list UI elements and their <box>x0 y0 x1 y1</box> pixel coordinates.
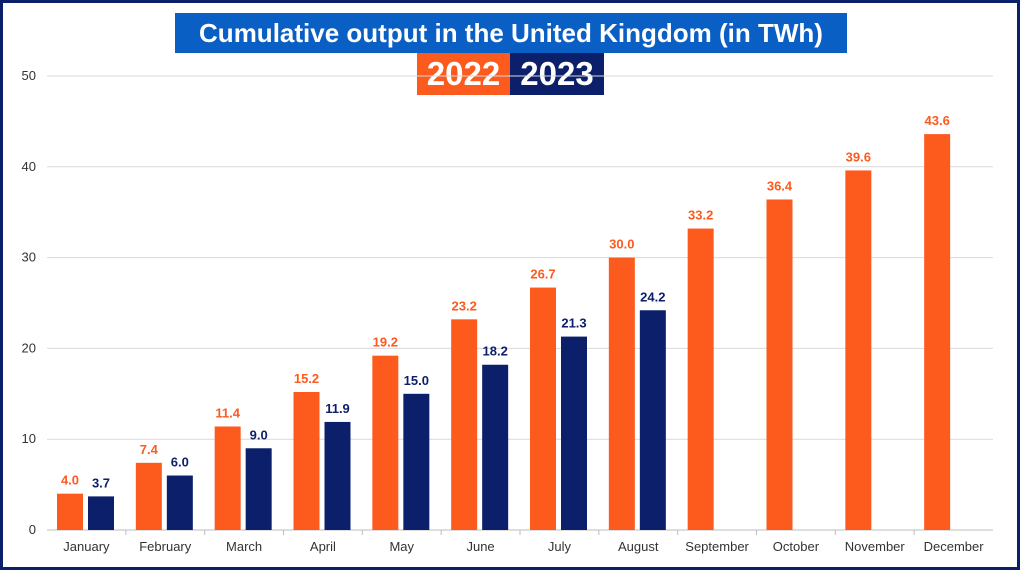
x-tick-label-february: February <box>139 539 192 554</box>
data-label-2022-june: 23.2 <box>452 298 477 313</box>
x-tick-label-august: August <box>618 539 659 554</box>
data-label-2022-february: 7.4 <box>140 442 159 457</box>
x-tick-label-november: November <box>845 539 906 554</box>
y-tick-label: 10 <box>22 431 36 446</box>
bar-2023-april <box>324 421 351 530</box>
y-tick-label: 20 <box>22 340 36 355</box>
data-label-2022-january: 4.0 <box>61 473 79 488</box>
x-tick-label-may: May <box>389 539 414 554</box>
bar-2022-october <box>766 199 793 530</box>
chart-title: Cumulative output in the United Kingdom … <box>175 13 847 53</box>
x-tick-label-december: December <box>924 539 985 554</box>
bar-2023-june <box>482 364 509 530</box>
data-label-2022-december: 43.6 <box>925 113 950 128</box>
bar-2022-january <box>57 493 83 530</box>
bar-2022-december <box>924 134 951 530</box>
bar-2022-may <box>372 355 399 530</box>
bar-2022-july <box>530 287 556 530</box>
data-label-2022-october: 36.4 <box>767 178 793 193</box>
bar-2023-july <box>561 336 587 530</box>
bar-2023-august <box>639 310 666 530</box>
data-label-2023-august: 24.2 <box>640 289 665 304</box>
legend-item-2022: 2022 <box>417 53 510 95</box>
data-label-2023-july: 21.3 <box>561 316 586 331</box>
data-label-2022-august: 30.0 <box>609 237 634 252</box>
x-tick-label-july: July <box>548 539 572 554</box>
bar-2023-march <box>245 448 272 530</box>
data-label-2022-september: 33.2 <box>688 208 713 223</box>
bar-2023-may <box>403 393 430 530</box>
data-label-2022-april: 15.2 <box>294 371 319 386</box>
data-label-2023-february: 6.0 <box>171 455 189 470</box>
data-label-2022-march: 11.4 <box>215 405 240 420</box>
x-tick-label-january: January <box>63 539 110 554</box>
y-tick-label: 50 <box>22 68 36 83</box>
y-tick-label: 40 <box>22 159 36 174</box>
bar-2022-november <box>845 170 872 530</box>
data-label-2023-march: 9.0 <box>250 427 268 442</box>
bar-2023-january <box>88 496 114 530</box>
bar-2022-april <box>293 391 320 530</box>
bar-2022-august <box>608 257 635 530</box>
x-tick-label-march: March <box>226 539 262 554</box>
data-label-2022-july: 26.7 <box>530 267 555 282</box>
x-tick-label-october: October <box>773 539 820 554</box>
legend-item-2023: 2023 <box>510 53 604 95</box>
bar-2022-june <box>451 319 478 530</box>
x-tick-label-april: April <box>310 539 336 554</box>
bar-2022-september <box>687 228 714 530</box>
bar-2023-february <box>166 475 193 530</box>
x-tick-label-june: June <box>466 539 494 554</box>
bar-2022-march <box>214 426 241 530</box>
data-label-2023-january: 3.7 <box>92 475 110 490</box>
bar-2022-february <box>135 462 162 530</box>
x-tick-label-september: September <box>685 539 749 554</box>
y-tick-label: 0 <box>29 522 36 537</box>
data-label-2023-april: 11.9 <box>325 401 350 416</box>
data-label-2023-june: 18.2 <box>483 344 508 359</box>
data-label-2022-november: 39.6 <box>846 149 871 164</box>
data-label-2023-may: 15.0 <box>404 373 429 388</box>
y-tick-label: 30 <box>22 250 36 265</box>
data-label-2022-may: 19.2 <box>373 335 398 350</box>
